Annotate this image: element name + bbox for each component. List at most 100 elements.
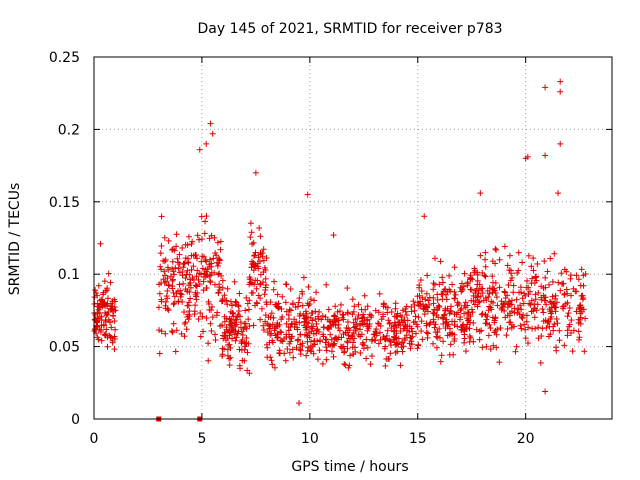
data-point <box>187 279 194 286</box>
data-point <box>521 321 528 328</box>
data-point <box>575 276 582 283</box>
data-point <box>292 304 299 311</box>
data-point <box>573 272 580 279</box>
data-point <box>548 299 555 306</box>
data-point <box>226 362 233 369</box>
data-point <box>504 262 511 269</box>
data-point <box>107 333 114 340</box>
data-point <box>286 340 293 347</box>
data-point <box>449 318 456 325</box>
data-point <box>197 309 204 316</box>
data-point <box>418 288 425 295</box>
data-point <box>180 280 187 287</box>
data-point <box>207 320 214 327</box>
data-point <box>170 320 177 327</box>
data-point <box>558 270 565 277</box>
data-point <box>516 289 523 296</box>
data-point <box>534 260 541 267</box>
y-tick-label: 0.25 <box>49 50 80 66</box>
data-point <box>561 290 568 297</box>
data-point <box>311 297 318 304</box>
data-point <box>104 285 111 292</box>
data-point <box>295 299 302 306</box>
data-point <box>461 339 468 346</box>
data-point <box>192 302 199 309</box>
data-point <box>489 279 496 286</box>
data-point <box>170 301 177 308</box>
data-point <box>510 282 517 289</box>
data-point <box>162 302 169 309</box>
data-point <box>491 329 498 336</box>
data-point <box>253 285 260 292</box>
data-point <box>578 266 585 273</box>
data-point <box>231 278 238 285</box>
data-point <box>424 272 431 279</box>
data-point <box>350 351 357 358</box>
data-point <box>543 324 550 331</box>
data-point <box>165 237 172 244</box>
data-point <box>112 326 119 333</box>
data-point <box>519 315 526 322</box>
data-point <box>221 346 228 353</box>
data-point <box>209 130 216 137</box>
data-point <box>461 328 468 335</box>
data-point <box>506 252 513 259</box>
data-point <box>312 316 319 323</box>
data-point <box>408 308 415 315</box>
data-point <box>170 289 177 296</box>
data-point <box>173 243 180 250</box>
data-point <box>528 308 535 315</box>
data-point <box>476 298 483 305</box>
data-point <box>252 302 259 309</box>
data-point <box>294 326 301 333</box>
data-point <box>298 288 305 295</box>
data-point <box>526 288 533 295</box>
data-point <box>260 269 267 276</box>
data-point <box>397 312 404 319</box>
data-point <box>430 340 437 347</box>
data-point <box>349 296 356 303</box>
data-point <box>474 271 481 278</box>
data-point <box>500 301 507 308</box>
data-point <box>162 272 169 279</box>
data-point <box>257 295 264 302</box>
data-point <box>525 324 532 331</box>
data-point <box>525 252 532 259</box>
data-point <box>107 279 114 286</box>
data-point <box>101 278 108 285</box>
data-point <box>212 331 219 338</box>
data-point <box>344 319 351 326</box>
data-point <box>193 273 200 280</box>
data-point <box>110 308 117 315</box>
data-point <box>179 272 186 279</box>
y-axis-label: SRMTID / TECUs <box>7 183 23 296</box>
data-point <box>566 321 573 328</box>
data-point <box>245 316 252 323</box>
data-point <box>435 302 442 309</box>
data-point <box>493 246 500 253</box>
y-tick-label: 0.1 <box>58 267 80 283</box>
data-point <box>436 303 443 310</box>
data-point <box>556 327 563 334</box>
data-point <box>437 358 444 365</box>
data-point <box>155 304 162 311</box>
data-point <box>164 305 171 312</box>
data-point <box>278 329 285 336</box>
data-point <box>457 284 464 291</box>
data-point <box>111 335 118 342</box>
data-point <box>383 355 390 362</box>
data-point <box>561 342 568 349</box>
data-point <box>219 322 226 329</box>
data-point <box>334 308 341 315</box>
data-point <box>196 236 203 243</box>
data-point <box>171 300 178 307</box>
data-point <box>483 320 490 327</box>
data-point <box>375 320 382 327</box>
axis-ticks <box>93 56 612 420</box>
data-point <box>320 324 327 331</box>
data-point <box>572 288 579 295</box>
data-point <box>479 344 486 351</box>
data-point <box>331 340 338 347</box>
data-point <box>502 294 509 301</box>
data-point <box>234 330 241 337</box>
